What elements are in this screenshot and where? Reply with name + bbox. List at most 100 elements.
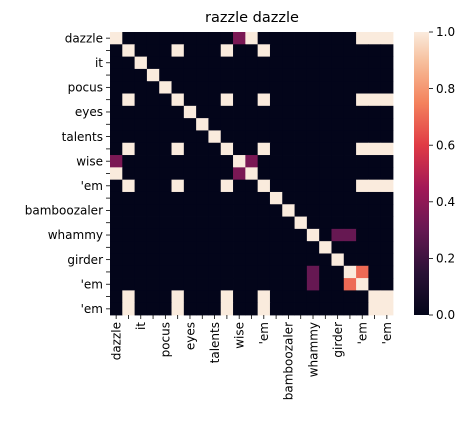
heatmap-cell [146,265,160,279]
heatmap-cell [159,105,172,119]
heatmap-cell [257,253,271,267]
heatmap-cell [257,241,271,254]
heatmap-cell [331,253,345,267]
heatmap-cell [208,290,222,304]
heatmap-cell [294,302,308,316]
heatmap-cell [159,302,172,316]
heatmap-cell [183,179,197,193]
heatmap-cell [146,155,160,168]
heatmap-cell [220,167,234,181]
heatmap-cell [134,191,148,205]
heatmap-cell [319,265,332,279]
heatmap-cell [245,32,259,45]
heatmap-cell [159,265,172,279]
heatmap-cell [343,32,357,45]
heatmap-cell [380,290,394,304]
heatmap-cell [146,68,160,82]
heatmap-cell [171,265,185,279]
heatmap-cell [233,191,246,205]
heatmap-cell [233,68,246,82]
heatmap-cell [122,32,135,45]
heatmap-cell [257,265,271,279]
heatmap-cell [356,93,369,107]
heatmap-cell [269,228,283,242]
heatmap-cell [319,253,332,267]
heatmap-cell [233,253,246,267]
heatmap-cell [183,216,197,230]
heatmap-cell [368,68,382,82]
heatmap-cell [269,302,283,316]
heatmap-cell [331,204,345,217]
heatmap-cell [343,204,357,217]
heatmap-cell [171,56,185,70]
heatmap-cell [331,290,345,304]
heatmap-cell [282,167,295,181]
heatmap-cell [368,302,382,316]
heatmap-cell [356,216,369,230]
heatmap-cell [183,93,197,107]
colorbar-tick-label: 0.6 [436,138,455,152]
heatmap-cell [269,32,283,45]
heatmap-cell [245,290,259,304]
heatmap-cell [356,253,369,267]
heatmap-cell [196,290,209,304]
heatmap-cell [331,167,345,181]
heatmap-cell [356,44,369,57]
heatmap-cell [196,32,209,45]
heatmap-cell [233,278,246,291]
heatmap-cell [331,302,345,316]
heatmap-cell [171,81,185,94]
heatmap-cell [294,179,308,193]
heatmap-cell [319,216,332,230]
heatmap-cell [269,44,283,57]
heatmap-cell [294,216,308,230]
heatmap-cell [208,130,222,144]
heatmap-cell [122,118,135,131]
heatmap-cell [368,155,382,168]
heatmap-cell [159,278,172,291]
heatmap-cell [159,228,172,242]
heatmap-cell [208,191,222,205]
heatmap-cell [183,204,197,217]
heatmap-cell [245,302,259,316]
heatmap-cell [368,105,382,119]
column-label: wise [233,322,247,349]
heatmap-cell [171,142,185,156]
heatmap-cell [306,179,320,193]
heatmap-cell [306,241,320,254]
heatmap-cell [356,81,369,94]
heatmap-cell [319,56,332,70]
column-label: dazzle [109,322,123,360]
heatmap-cell [110,167,123,181]
heatmap-cell [245,253,259,267]
heatmap-cell [331,68,345,82]
heatmap-cell [245,191,259,205]
row-label: talents [62,130,103,144]
heatmap-cell [331,241,345,254]
heatmap-cell [245,130,259,144]
heatmap-cell [331,265,345,279]
heatmap-cell [380,56,394,70]
heatmap-cell [146,290,160,304]
heatmap-cell [146,228,160,242]
heatmap-cell [171,167,185,181]
heatmap-cell [282,204,295,217]
column-label: 'em [380,322,394,344]
heatmap-cell [245,93,259,107]
heatmap-cell [380,191,394,205]
heatmap-cell [343,265,357,279]
heatmap-cell [134,302,148,316]
heatmap-cell [122,216,135,230]
heatmap-cell [368,179,382,193]
heatmap-cell [380,302,394,316]
heatmap-cell [356,278,369,291]
heatmap-cell [343,179,357,193]
heatmap-cell [134,167,148,181]
heatmap-cell [122,204,135,217]
heatmap-cell [306,44,320,57]
heatmap-cell [269,265,283,279]
heatmap-cell [159,167,172,181]
heatmap-cell [171,68,185,82]
heatmap-cell [183,167,197,181]
heatmap-cell [368,265,382,279]
